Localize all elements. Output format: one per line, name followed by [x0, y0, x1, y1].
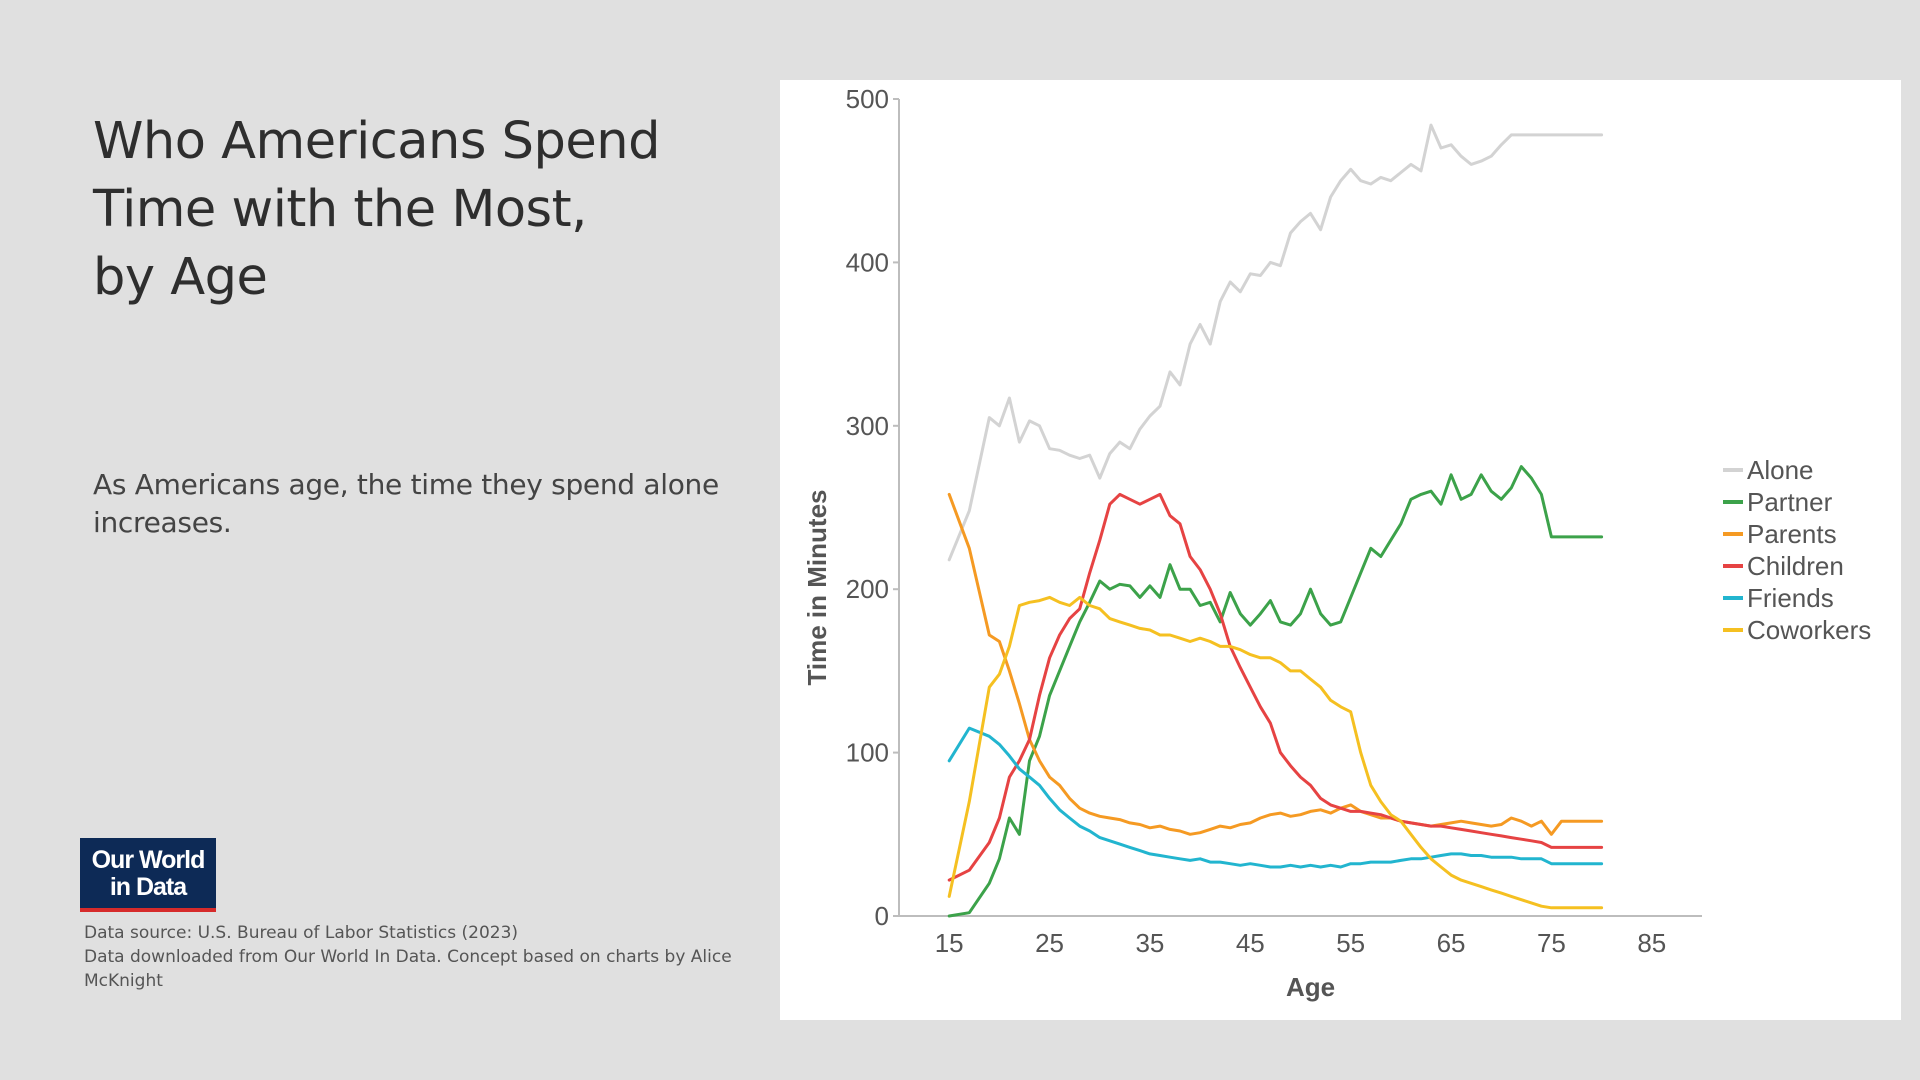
subtitle: As Americans age, the time they spend al…: [93, 468, 719, 539]
data-source: Data source: U.S. Bureau of Labor Statis…: [84, 921, 764, 993]
x-axis-title: Age: [1286, 972, 1335, 1002]
y-tick-label: 400: [846, 247, 889, 277]
legend-label-partner: Partner: [1747, 487, 1833, 517]
logo-line-1: Our World: [91, 846, 206, 874]
title-line-3: by Age: [93, 248, 268, 307]
x-tick-label: 85: [1637, 928, 1666, 958]
source-line-2: Data downloaded from Our World In Data. …: [84, 947, 732, 991]
y-tick-label: 300: [846, 411, 889, 441]
x-tick-label: 35: [1135, 928, 1164, 958]
series-line-friends: [947, 726, 1604, 869]
series-line-parents: [947, 492, 1604, 836]
legend-label-alone: Alone: [1747, 455, 1814, 485]
x-tick-label: 55: [1336, 928, 1365, 958]
page-title: Who Americans Spend Time with the Most, …: [93, 108, 733, 312]
logo-line-2: in Data: [109, 873, 187, 901]
x-tick-label: 45: [1236, 928, 1265, 958]
series-line-alone: [947, 123, 1604, 562]
y-axis-title: Time in Minutes: [802, 490, 832, 686]
legend-label-coworkers: Coworkers: [1747, 615, 1871, 645]
x-tick-label: 15: [935, 928, 964, 958]
series-line-children: [947, 492, 1604, 882]
line-chart: 0 100 200 300 400 500 15 25 35 45 55 65 75 85 Age Time …: [802, 84, 1871, 1002]
series-line-coworkers: [947, 595, 1604, 910]
source-line-1: Data source: U.S. Bureau of Labor Statis…: [84, 923, 519, 943]
y-tick-label: 0: [875, 901, 889, 931]
x-tick-label: 65: [1437, 928, 1466, 958]
legend-label-friends: Friends: [1747, 583, 1834, 613]
owid-logo: Our World in Data: [80, 838, 216, 912]
y-tick-label: 200: [846, 574, 889, 604]
x-tick-label: 25: [1035, 928, 1064, 958]
legend-label-parents: Parents: [1747, 519, 1837, 549]
title-line-1: Who Americans Spend: [93, 112, 660, 171]
legend-label-children: Children: [1747, 551, 1844, 581]
y-tick-label: 500: [846, 84, 889, 114]
y-tick-label: 100: [846, 738, 889, 768]
chart-panel: 0 100 200 300 400 500 15 25 35 45 55 65 75 85 Age Time …: [780, 80, 1901, 1020]
series-line-partner: [947, 465, 1604, 918]
x-tick-label: 75: [1537, 928, 1566, 958]
title-line-2: Time with the Most,: [93, 180, 587, 239]
